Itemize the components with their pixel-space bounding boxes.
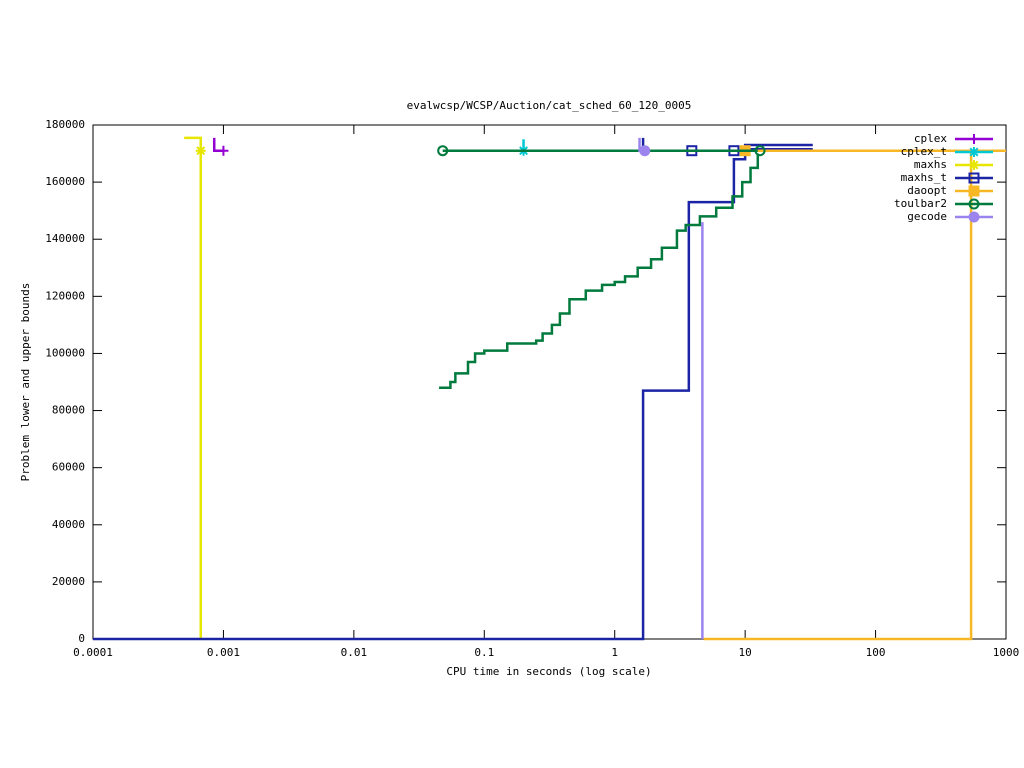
legend-label: cplex_t: [901, 145, 947, 158]
y-axis-label: Problem lower and upper bounds: [19, 283, 32, 482]
y-tick-label: 20000: [52, 575, 85, 588]
marker: [437, 145, 449, 157]
x-tick-label: 0.01: [341, 646, 368, 659]
legend-marker: [969, 147, 979, 157]
legend-label: maxhs_t: [901, 171, 947, 184]
chart-title: evalwcsp/WCSP/Auction/cat_sched_60_120_0…: [407, 99, 692, 112]
legend-label: cplex: [914, 132, 947, 145]
x-tick-label: 1000: [993, 646, 1020, 659]
marker: [639, 145, 651, 157]
legend-label: maxhs: [914, 158, 947, 171]
x-axis-label: CPU time in seconds (log scale): [446, 665, 651, 678]
y-tick-label: 60000: [52, 461, 85, 474]
x-tick-label: 1: [611, 646, 618, 659]
legend-marker: [968, 211, 980, 223]
x-tick-label: 0.001: [207, 646, 240, 659]
y-tick-label: 140000: [45, 232, 85, 245]
x-tick-label: 10: [739, 646, 752, 659]
legend-marker: [968, 185, 980, 197]
series-line: [703, 149, 1006, 641]
y-tick-label: 80000: [52, 404, 85, 417]
legend-marker: [968, 198, 980, 210]
x-tick-label: 0.0001: [73, 646, 113, 659]
marker: [754, 145, 766, 157]
y-tick-label: 40000: [52, 518, 85, 531]
y-tick-label: 160000: [45, 175, 85, 188]
legend-marker: [969, 134, 979, 144]
y-tick-label: 100000: [45, 346, 85, 359]
x-tick-label: 100: [866, 646, 886, 659]
marker: [218, 145, 229, 156]
legend-label: toulbar2: [894, 197, 947, 210]
y-tick-label: 120000: [45, 289, 85, 302]
legend-marker: [969, 160, 979, 170]
series-line: [184, 136, 202, 639]
x-tick-label: 0.1: [474, 646, 494, 659]
legend-label: gecode: [907, 210, 947, 223]
y-tick-label: 0: [78, 632, 85, 645]
legend-label: daoopt: [907, 184, 947, 197]
y-tick-label: 180000: [45, 118, 85, 131]
legend-marker: [968, 172, 980, 184]
marker: [195, 145, 206, 156]
series-line: [439, 149, 760, 389]
